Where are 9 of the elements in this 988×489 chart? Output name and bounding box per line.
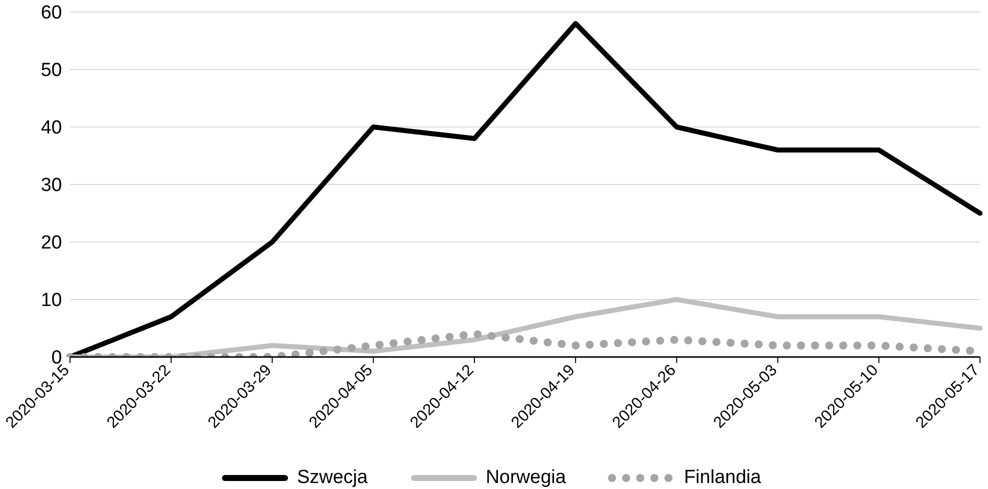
legend-label: Norwegia xyxy=(486,467,566,489)
y-tick-label: 10 xyxy=(40,290,62,312)
y-tick-label: 20 xyxy=(40,232,62,254)
y-tick-label: 30 xyxy=(40,175,62,196)
y-tick-label: 40 xyxy=(40,118,62,139)
y-tick-label: 50 xyxy=(40,60,62,82)
y-tick-label: 60 xyxy=(40,2,62,24)
legend-label: Finlandia xyxy=(684,467,762,489)
legend-label: Szwecja xyxy=(296,467,368,489)
